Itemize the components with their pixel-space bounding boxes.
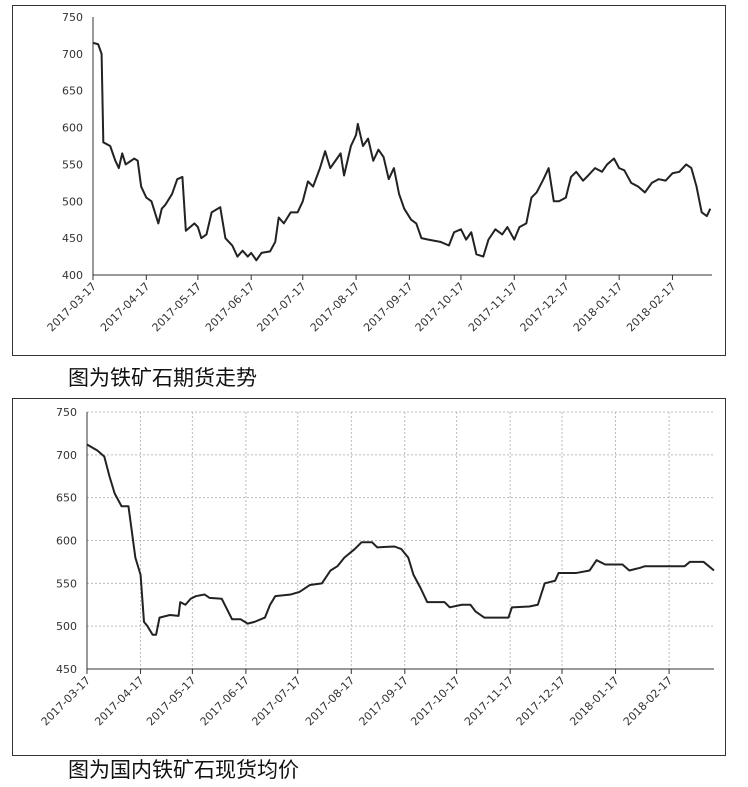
y-tick-label: 600: [62, 122, 83, 135]
x-tick-label: 2018-01-17: [571, 280, 625, 334]
x-tick-label: 2017-07-17: [249, 674, 303, 728]
x-tick-label: 2017-07-17: [254, 280, 308, 334]
x-tick-label: 2017-10-17: [413, 280, 467, 334]
x-tick-label: 2018-01-17: [567, 674, 621, 728]
x-tick-label: 2017-05-17: [144, 674, 198, 728]
y-tick-label: 700: [62, 48, 83, 61]
x-tick-label: 2017-08-17: [308, 280, 362, 334]
x-tick-label: 2017-11-17: [466, 280, 520, 334]
y-tick-label: 750: [62, 11, 83, 24]
y-tick-label: 450: [56, 663, 77, 676]
y-tick-label: 600: [56, 535, 77, 548]
y-tick-label: 550: [62, 158, 83, 171]
x-tick-label: 2017-08-17: [303, 674, 357, 728]
data-line: [86, 443, 715, 636]
y-tick-label: 700: [56, 449, 77, 462]
chart-frame: [12, 398, 726, 756]
x-tick-label: 2017-12-17: [514, 674, 568, 728]
y-tick-label: 450: [62, 232, 83, 245]
x-tick-label: 2017-12-17: [518, 280, 572, 334]
caption: 图为国内铁矿石现货均价: [68, 758, 299, 782]
y-tick-label: 750: [56, 406, 77, 419]
y-tick-label: 400: [62, 269, 83, 282]
x-tick-label: 2017-06-17: [203, 280, 257, 334]
x-tick-label: 2018-02-17: [624, 280, 678, 334]
x-tick-label: 2017-04-17: [98, 280, 152, 334]
x-tick-label: 2017-09-17: [357, 674, 411, 728]
y-tick-label: 550: [56, 577, 77, 590]
x-tick-label: 2017-03-17: [45, 280, 99, 334]
data-line: [92, 41, 712, 262]
x-tick-label: 2018-02-17: [621, 674, 675, 728]
x-tick-label: 2017-10-17: [408, 674, 462, 728]
y-tick-label: 500: [62, 195, 83, 208]
x-tick-label: 2017-04-17: [92, 674, 146, 728]
x-tick-label: 2017-06-17: [198, 674, 252, 728]
y-tick-label: 650: [62, 85, 83, 98]
chart-frame: [12, 5, 726, 356]
y-tick-label: 500: [56, 620, 77, 633]
x-tick-label: 2017-03-17: [39, 674, 93, 728]
x-tick-label: 2017-11-17: [462, 674, 516, 728]
x-tick-label: 2017-05-17: [150, 280, 204, 334]
y-tick-label: 650: [56, 492, 77, 505]
caption: 图为铁矿石期货走势: [68, 366, 257, 390]
x-tick-label: 2017-09-17: [361, 280, 415, 334]
